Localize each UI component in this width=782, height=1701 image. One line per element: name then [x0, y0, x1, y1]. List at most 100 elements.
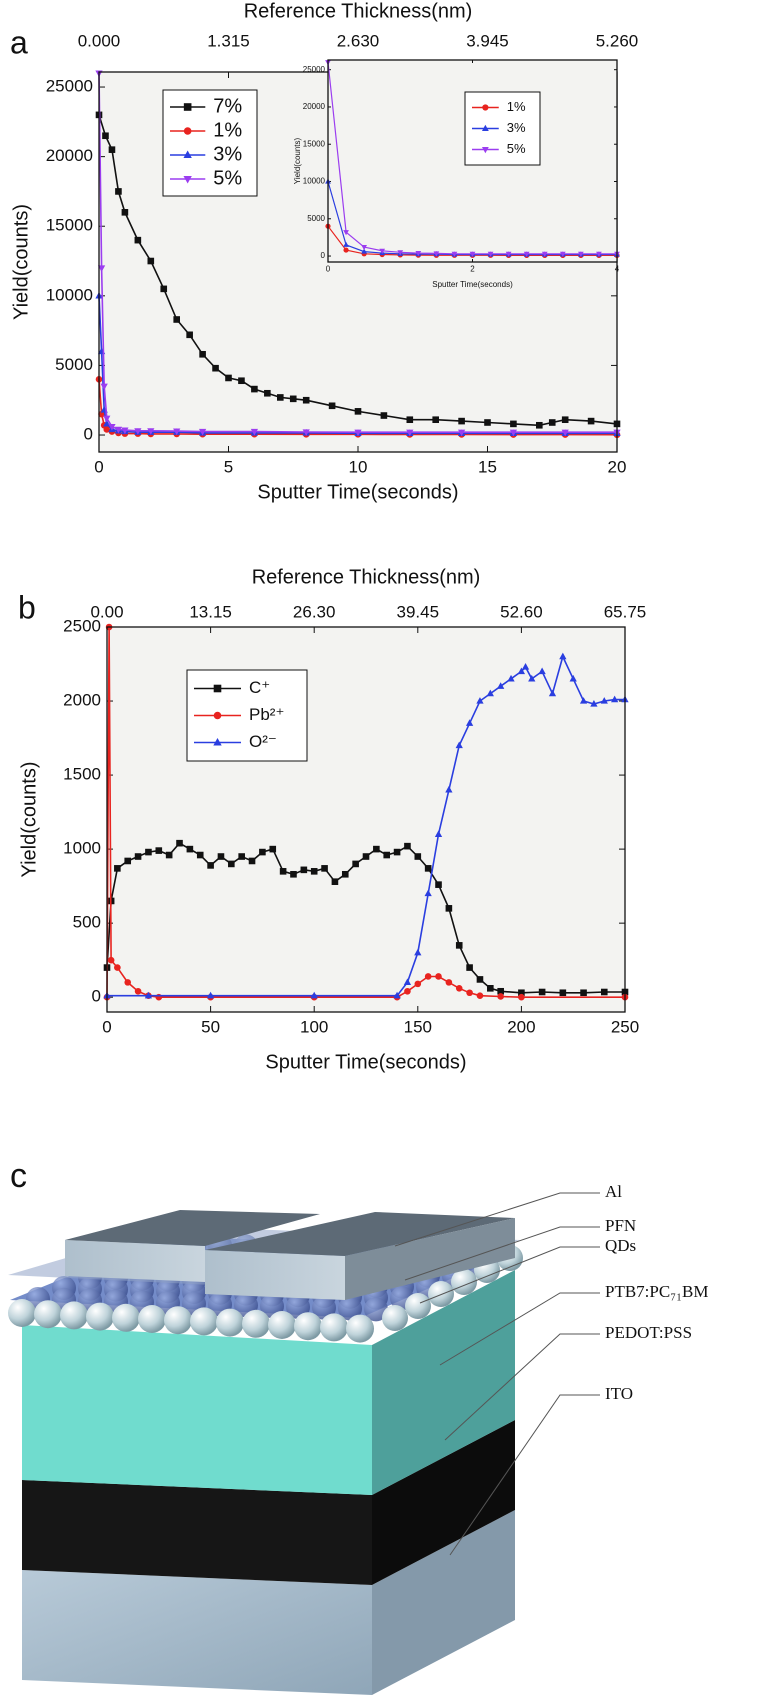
legend-marker: [183, 127, 192, 135]
ito-front: [22, 1570, 372, 1695]
layer-label: Al: [605, 1182, 622, 1201]
marker: [517, 667, 526, 675]
marker: [538, 667, 546, 675]
legend-marker: [183, 150, 192, 159]
legend-marker: [481, 147, 489, 154]
legend-marker: [183, 175, 192, 184]
marker: [207, 862, 214, 869]
marker: [465, 719, 474, 726]
legend-marker: [183, 103, 192, 111]
layer-label: PTB7:PC₇₁BM: [605, 1282, 709, 1301]
al-top: [205, 1212, 515, 1256]
marker: [176, 839, 183, 847]
quantum-dot: [268, 1311, 296, 1339]
marker: [248, 857, 256, 865]
marker: [486, 689, 494, 697]
marker: [238, 853, 245, 860]
marker: [277, 394, 284, 401]
marker: [147, 428, 155, 435]
legend-marker: [213, 711, 222, 720]
chart: 0 500 1000 1500 2000 2500 0 50 100 150 200 250 0.00 1…: [18, 566, 646, 1073]
quantum-dot: [364, 1297, 388, 1322]
al-top: [65, 1210, 320, 1246]
series-line: [98, 114, 618, 427]
active-side: [372, 1270, 515, 1495]
marker: [455, 985, 463, 992]
marker: [445, 785, 453, 793]
marker: [561, 416, 569, 424]
marker: [380, 412, 388, 419]
marker: [354, 429, 362, 437]
marker: [134, 428, 142, 435]
x-tick-label: 150: [404, 1018, 432, 1037]
plot-background: [107, 627, 625, 1012]
legend-marker: [213, 684, 222, 693]
marker: [114, 865, 121, 872]
marker: [424, 889, 432, 897]
y-axis-title: Yield(counts): [293, 137, 302, 184]
marker: [403, 978, 412, 986]
quantum-dot: [138, 1305, 166, 1333]
x-tick-label: 4: [615, 265, 620, 274]
legend-label: 5%: [213, 167, 242, 189]
y-tick-label: 2500: [63, 616, 101, 635]
y-tick-label: 20000: [46, 146, 93, 165]
marker: [343, 247, 349, 253]
marker: [206, 991, 215, 999]
marker: [250, 428, 259, 436]
x-axis-title: Sputter Time(seconds): [257, 481, 458, 503]
marker: [290, 870, 297, 878]
marker: [186, 331, 193, 339]
x2-tick-label: 39.45: [397, 602, 440, 621]
series-line: [107, 654, 625, 997]
marker: [497, 987, 504, 995]
layer-label: PEDOT:PSS: [605, 1323, 692, 1342]
marker: [455, 942, 463, 949]
x-tick-label: 5: [224, 458, 233, 477]
marker: [228, 860, 235, 868]
quantum-dot: [242, 1309, 270, 1338]
x-tick-label: 0: [102, 1018, 111, 1037]
marker: [536, 421, 543, 429]
marker: [198, 428, 207, 436]
y-axis-title: Yield(counts): [18, 762, 40, 878]
marker: [114, 964, 121, 971]
marker: [238, 377, 245, 385]
panel-label: b: [18, 589, 36, 625]
marker: [379, 248, 386, 254]
marker: [414, 853, 422, 860]
quantum-dot: [216, 1308, 244, 1337]
x2-tick-label: 52.60: [500, 602, 543, 621]
marker: [173, 316, 180, 323]
series-line: [106, 626, 625, 998]
x2-tick-label: 5.260: [596, 31, 639, 50]
marker: [352, 860, 359, 868]
marker: [505, 251, 512, 257]
marker: [404, 987, 411, 995]
active-front: [22, 1325, 372, 1495]
pedot-front: [22, 1480, 372, 1585]
y-axis-title: Yield(counts): [10, 204, 32, 320]
marker: [300, 866, 308, 874]
marker: [302, 396, 310, 404]
x-axis-title: Sputter Time(seconds): [432, 280, 513, 289]
marker: [155, 847, 163, 854]
marker: [321, 865, 328, 872]
marker: [310, 868, 318, 875]
marker: [548, 689, 557, 697]
y-tick-label: 1500: [63, 765, 101, 784]
marker: [107, 956, 115, 964]
y-tick-label: 25000: [303, 65, 326, 74]
marker: [600, 697, 608, 704]
marker: [600, 988, 608, 996]
marker: [518, 993, 525, 1001]
y-tick-label: 1000: [63, 839, 101, 858]
quantum-dot: [346, 1314, 374, 1343]
marker: [434, 830, 443, 837]
x2-tick-label: 0.000: [78, 31, 121, 50]
marker: [354, 408, 362, 415]
marker: [155, 993, 163, 1001]
ito-side: [372, 1510, 515, 1695]
marker: [393, 991, 401, 999]
